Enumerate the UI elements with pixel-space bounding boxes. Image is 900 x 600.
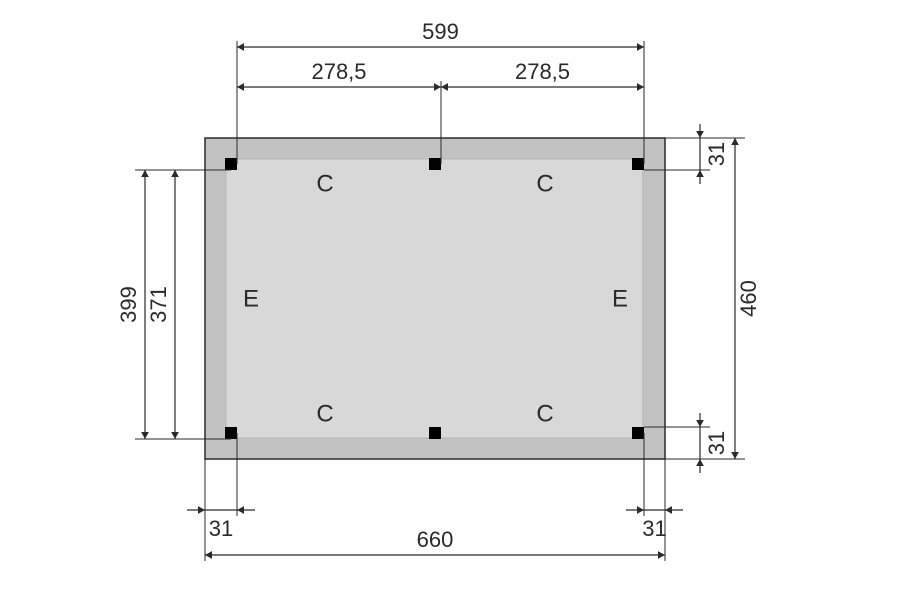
beam-label: C	[316, 400, 333, 427]
dim-top-left-2785: 278,5	[237, 59, 441, 91]
post-marker	[429, 427, 441, 439]
dim-left-371: 371	[146, 170, 179, 439]
post-marker	[632, 158, 644, 170]
post-marker	[225, 427, 237, 439]
dim-bottom-31-right-label: 31	[642, 516, 666, 541]
dim-bottom-31-right: 31	[626, 506, 683, 541]
dim-left-371-label: 371	[146, 286, 171, 323]
beam-label: C	[316, 170, 333, 197]
dim-top-right-2785: 278,5	[441, 59, 644, 91]
post-marker	[429, 158, 441, 170]
beam-label: C	[536, 400, 553, 427]
dim-bottom-31-left: 31	[187, 506, 255, 541]
dim-left-399: 399	[116, 170, 149, 439]
beam-label: E	[612, 285, 628, 312]
post-marker	[225, 158, 237, 170]
beam-label: C	[536, 170, 553, 197]
dim-right-31-top: 31	[696, 124, 729, 184]
dim-right-460: 460	[731, 138, 761, 459]
dim-top-599-label: 599	[422, 19, 459, 44]
post-marker	[632, 427, 644, 439]
dim-left-399-label: 399	[116, 286, 141, 323]
dim-bottom-660-label: 660	[417, 527, 454, 552]
dim-right-31-bot: 31	[696, 413, 729, 473]
dim-right-31-top-label: 31	[704, 142, 729, 166]
dim-top-left-2785-label: 278,5	[311, 59, 366, 84]
dim-right-460-label: 460	[736, 280, 761, 317]
dim-right-31-bot-label: 31	[704, 431, 729, 455]
inner-rect	[226, 159, 643, 438]
dim-bottom-31-left-label: 31	[209, 516, 233, 541]
beam-label: E	[243, 285, 259, 312]
technical-drawing: C C C C E E 599 278,5 278,5 399371 460 31 31 660 31 31	[0, 0, 900, 600]
dim-top-599: 599	[237, 19, 644, 51]
dim-top-right-2785-label: 278,5	[515, 59, 570, 84]
dim-bottom-660: 660	[205, 527, 665, 559]
